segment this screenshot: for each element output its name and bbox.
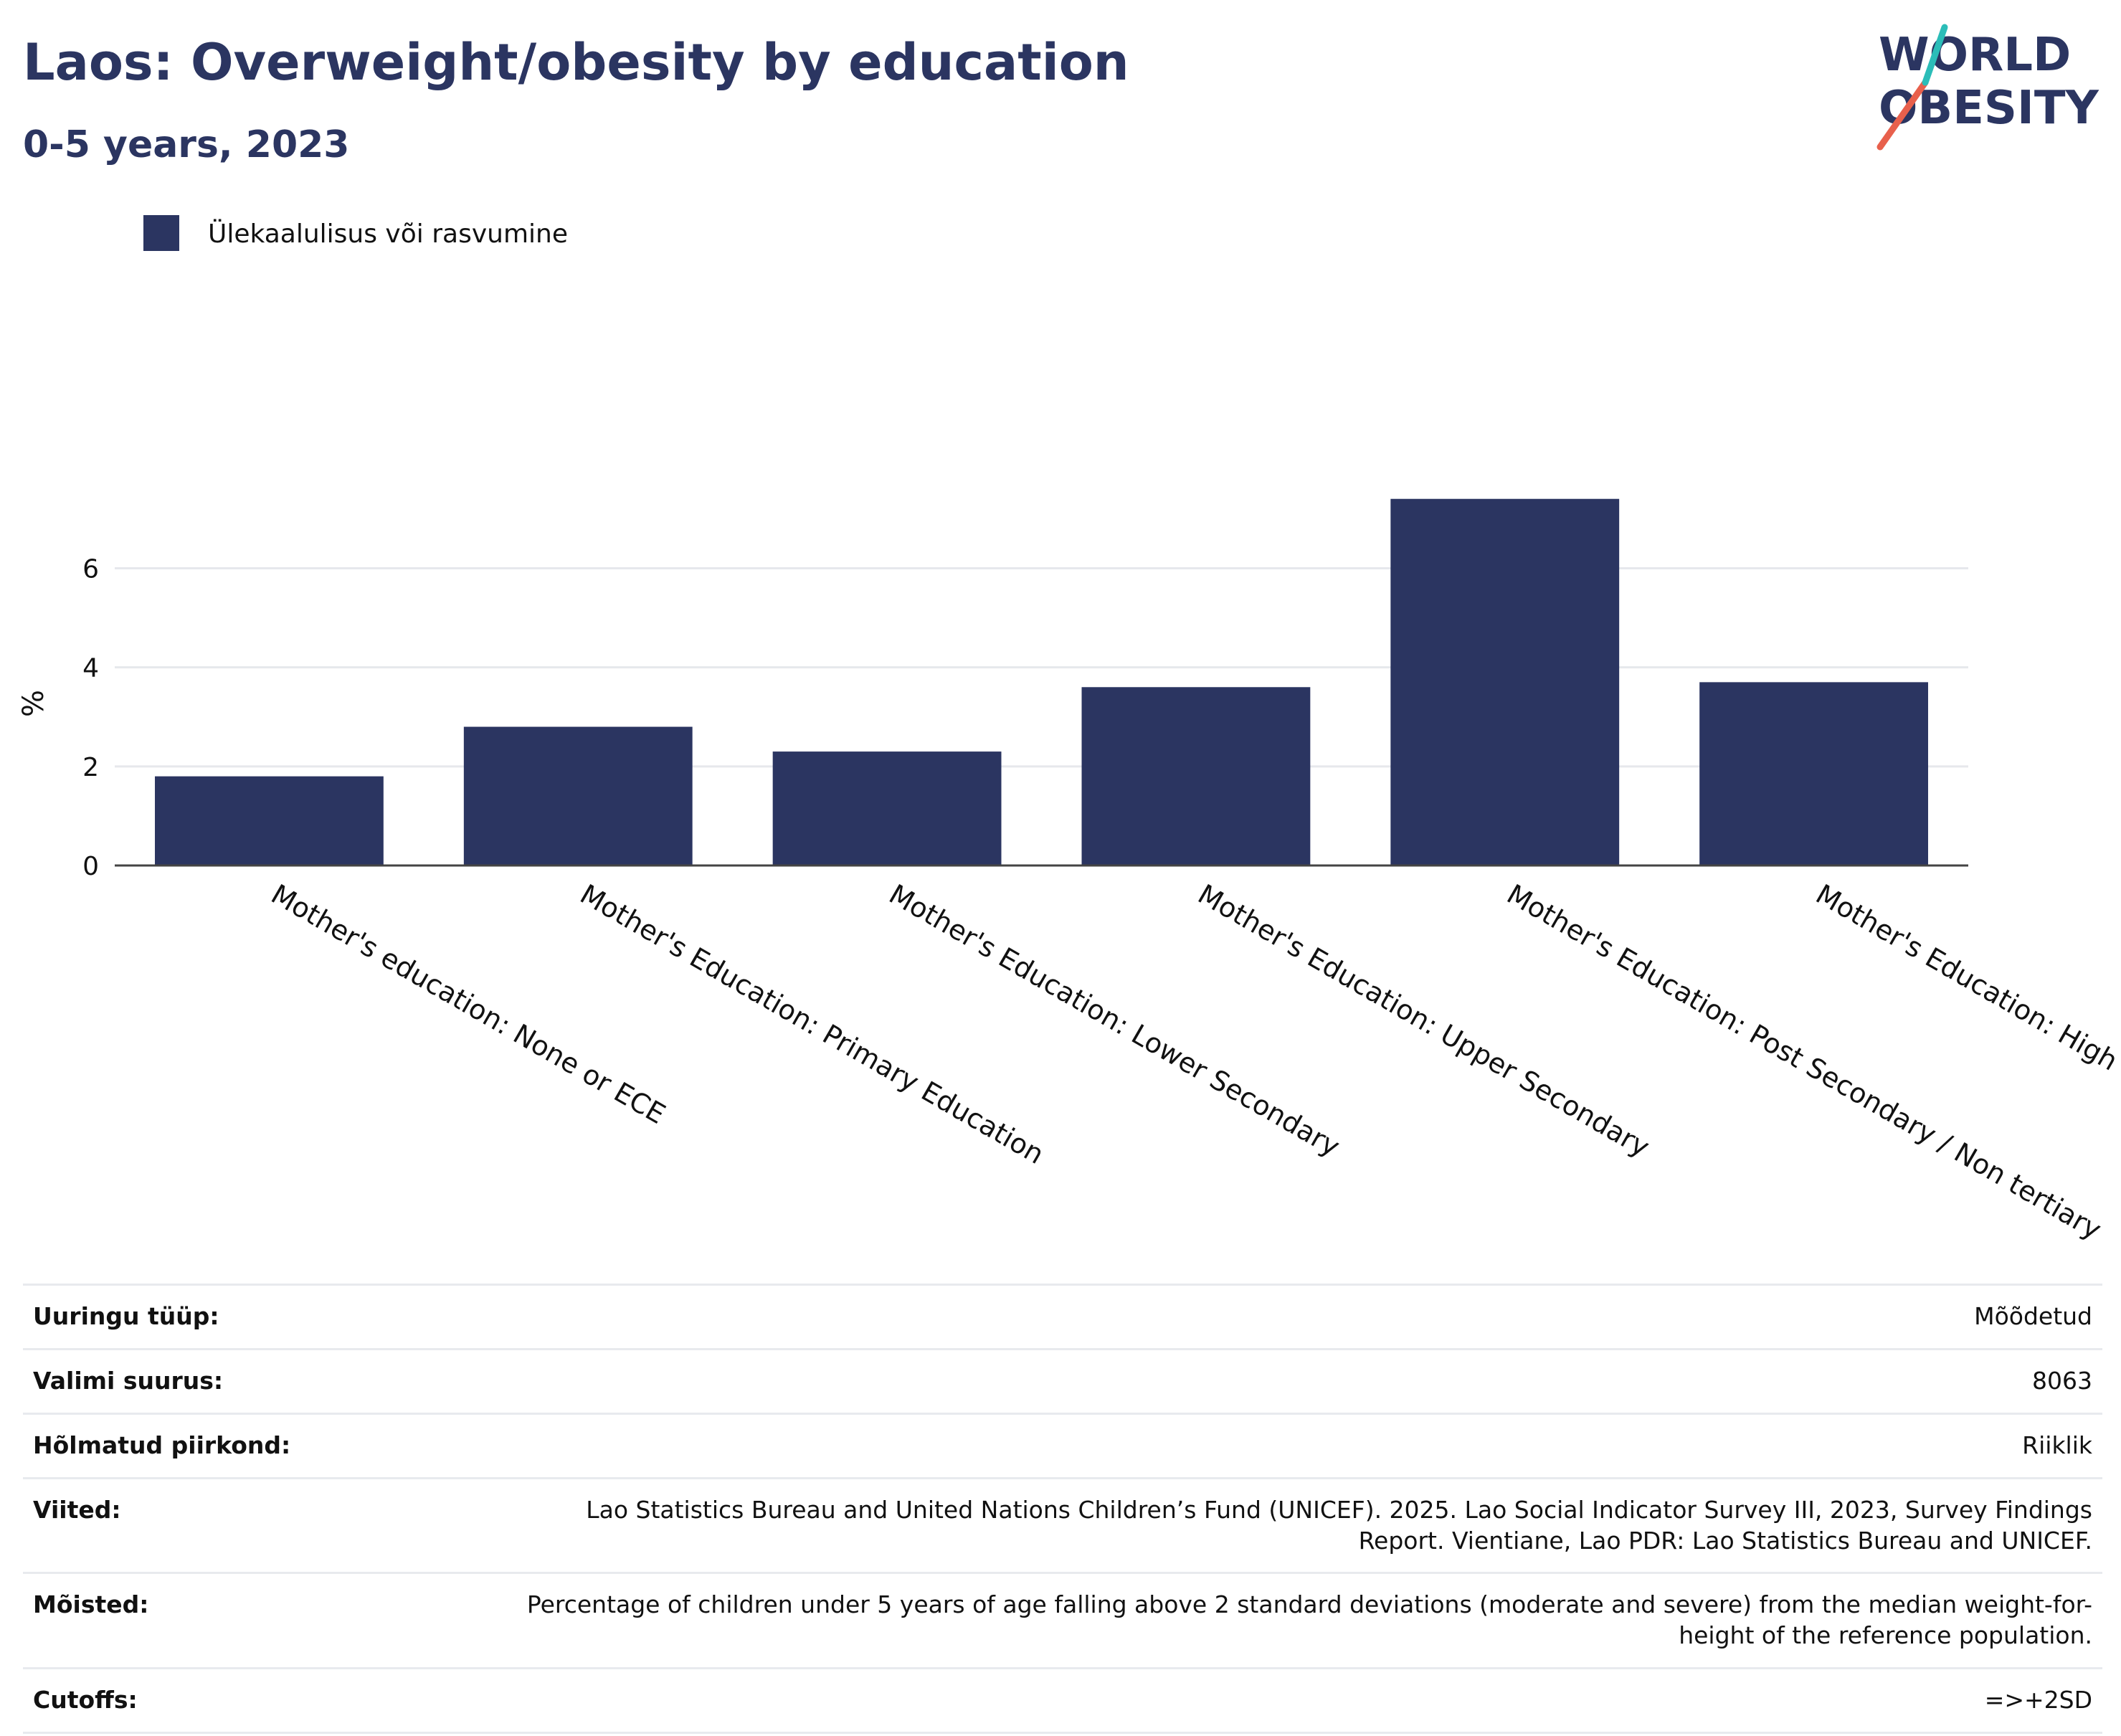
info-key: Hõlmatud piirkond: bbox=[23, 1413, 502, 1479]
x-tick-label: Mother's Education: Post Secondary / Non… bbox=[1501, 878, 2107, 1246]
info-row: Mõisted: Percentage of children under 5 y… bbox=[23, 1573, 2102, 1670]
bar bbox=[463, 726, 693, 865]
y-tick-label: 0 bbox=[82, 852, 99, 881]
chart-bars bbox=[115, 498, 1968, 867]
info-row: Cutoffs: =>+2SD bbox=[23, 1668, 2102, 1735]
y-axis-ticks: 0 2 4 6 bbox=[82, 554, 99, 881]
x-axis-ticks: Mother's education: None or ECEMother's … bbox=[266, 878, 2121, 1246]
bar bbox=[1699, 682, 1928, 865]
info-key: Viited: bbox=[23, 1478, 502, 1575]
chart-subtitle: 0-5 years, 2023 bbox=[23, 123, 350, 166]
y-axis-label: % bbox=[17, 690, 50, 717]
legend-swatch bbox=[143, 215, 179, 251]
info-value: Percentage of children under 5 years of … bbox=[502, 1573, 2102, 1670]
bar bbox=[155, 776, 384, 865]
info-key: Valimi suurus: bbox=[23, 1349, 502, 1415]
bar bbox=[772, 751, 1002, 865]
world-obesity-logo: WORLD OBESITY bbox=[1876, 24, 2099, 151]
info-row: Uuringu tüüp: Mõõdetud bbox=[23, 1284, 2102, 1350]
y-tick-label: 6 bbox=[82, 554, 99, 584]
chart-legend: Ülekaalulisus või rasvumine bbox=[143, 215, 568, 251]
logo-slash-teal bbox=[1922, 24, 1948, 86]
logo-word-world: WORLD bbox=[1879, 29, 2071, 82]
info-value: =>+2SD bbox=[502, 1668, 2102, 1735]
info-row: Hõlmatud piirkond: Riiklik bbox=[23, 1413, 2102, 1479]
info-row: Viited: Lao Statistics Bureau and United … bbox=[23, 1478, 2102, 1575]
info-value: Riiklik bbox=[502, 1413, 2102, 1479]
chart-title: Laos: Overweight/obesity by education bbox=[23, 33, 1129, 92]
info-key: Mõisted: bbox=[23, 1573, 502, 1670]
y-tick-label: 4 bbox=[82, 654, 99, 683]
info-value: Mõõdetud bbox=[502, 1284, 2102, 1350]
x-tick-label: Mother's Education: High bbox=[1811, 878, 2121, 1077]
info-value: Lao Statistics Bureau and United Nations… bbox=[502, 1478, 2102, 1575]
info-value: 8063 bbox=[502, 1349, 2102, 1415]
legend-label: Ülekaalulisus või rasvumine bbox=[208, 219, 568, 249]
bar bbox=[1390, 498, 1620, 865]
info-key: Cutoffs: bbox=[23, 1668, 502, 1735]
survey-info-table: Uuringu tüüp: Mõõdetud Valimi suurus: 8063 H… bbox=[23, 1284, 2102, 1735]
info-row: Valimi suurus: 8063 bbox=[23, 1349, 2102, 1415]
logo-slash-red bbox=[1876, 79, 1929, 151]
x-tick-label: Mother's Education: Primary Education bbox=[575, 878, 1050, 1170]
chart-gridlines bbox=[115, 566, 1968, 768]
info-key: Uuringu tüüp: bbox=[23, 1284, 502, 1350]
bar bbox=[1081, 687, 1311, 865]
y-tick-label: 2 bbox=[82, 753, 99, 782]
logo-word-obesity: OBESITY bbox=[1879, 82, 2099, 135]
bar-chart: Ülekaalulisus või rasvumine 0 2 4 6 Mother'… bbox=[17, 215, 2121, 1246]
